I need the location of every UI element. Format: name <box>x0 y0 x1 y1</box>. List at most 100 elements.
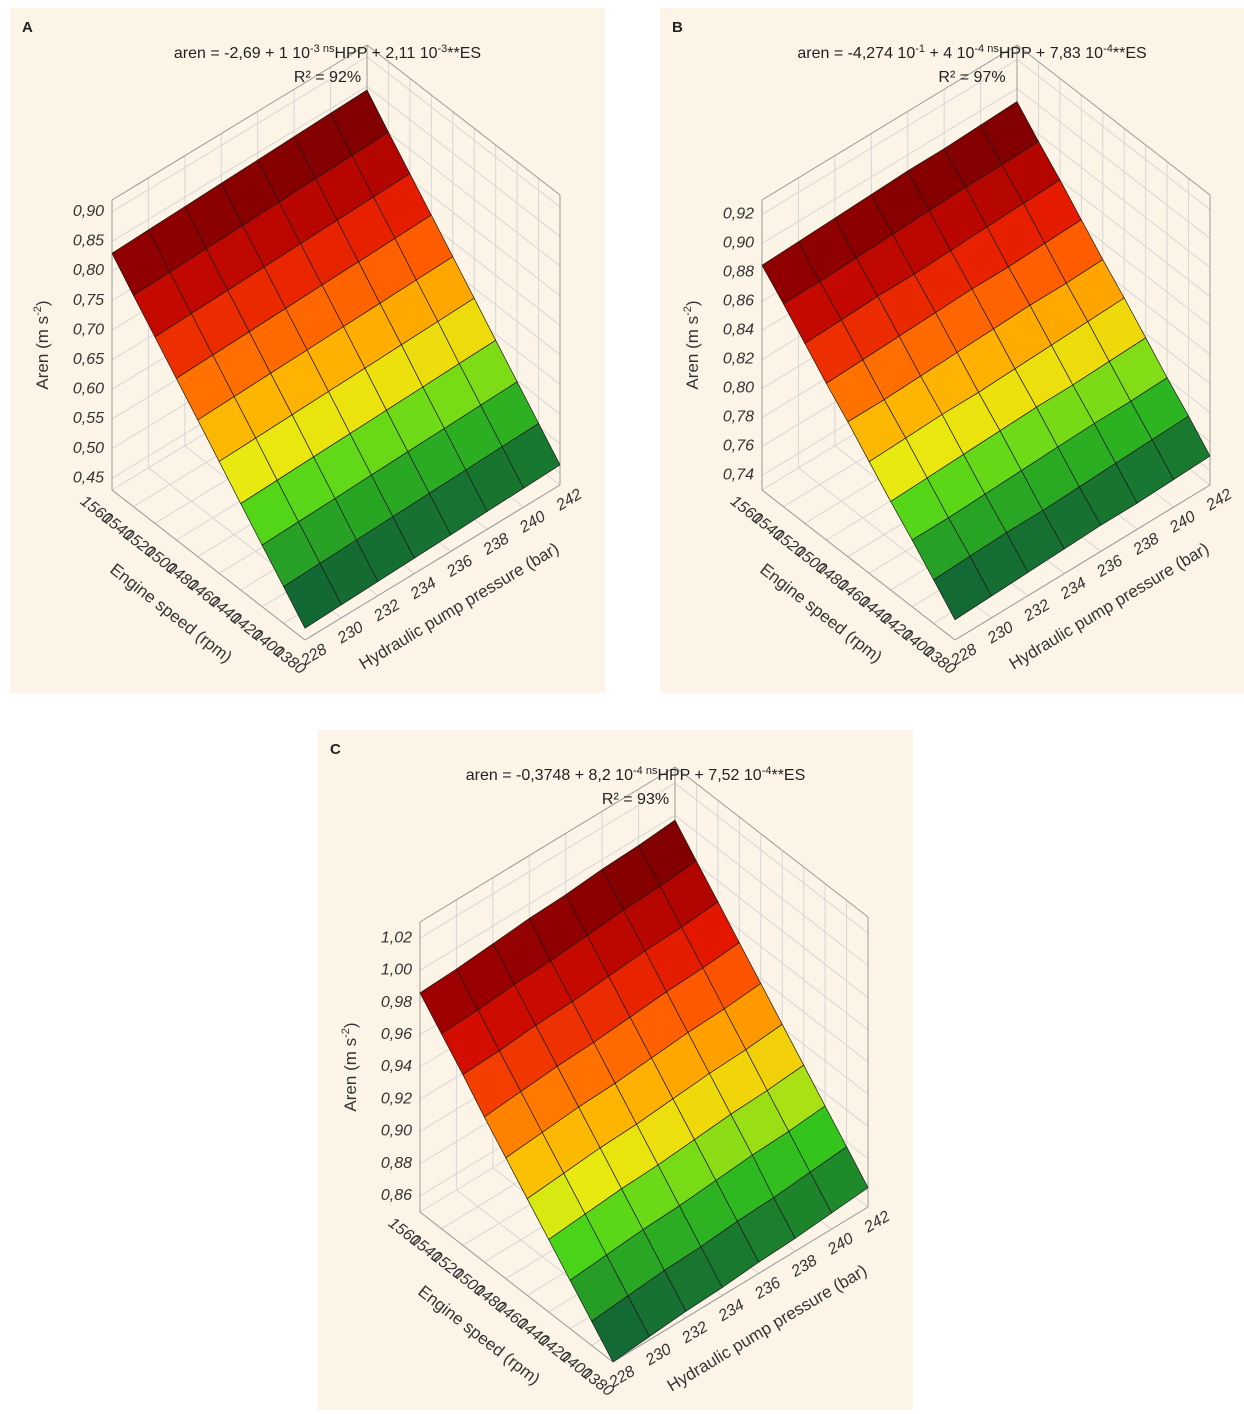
z-tick-label: 0,82 <box>723 351 754 368</box>
z-tick-label: 0,88 <box>723 264 754 281</box>
z-tick-label: 0,86 <box>723 293 754 310</box>
axis-line <box>612 1206 869 1363</box>
axis-line <box>954 484 1211 641</box>
z-axis-title-part: -2 <box>32 306 44 316</box>
chart-title-part: -1 <box>915 43 925 55</box>
panel: 0,45 0,50 0,55 0,60 0,65 0,70 0,75 0,80 0,85 0,90… <box>10 8 605 693</box>
axis-line <box>111 489 306 641</box>
z-tick-label: 0,85 <box>73 233 104 250</box>
axis-line <box>761 44 1018 201</box>
z-tick-label: 0,98 <box>381 994 412 1011</box>
z-tick-label: 1,00 <box>381 962 412 979</box>
z-axis-title-part: Aren (m s <box>683 316 702 390</box>
z-tick-label: 0,78 <box>723 409 754 426</box>
z-axis-title-part: ) <box>683 300 702 306</box>
axis-line <box>111 44 368 201</box>
chart-subtitle: R² = 97% <box>938 69 1005 86</box>
panel-label: A <box>22 19 33 36</box>
chart-title-part: **ES <box>1113 45 1147 62</box>
z-tick-label: 0,50 <box>73 440 104 457</box>
z-tick-label: 0,75 <box>73 292 104 309</box>
z-tick-label: 0,86 <box>381 1187 412 1204</box>
z-axis-title: Aren (m s-2) <box>682 300 703 389</box>
grid-line <box>1016 88 1211 239</box>
grid-line <box>111 56 368 213</box>
chart-title-part: -4 ns <box>974 43 999 55</box>
chart-title: aren = -0,3748 + 8,2 10-4 nsHPP + 7,52 1… <box>466 765 806 784</box>
surface-cell <box>591 1295 650 1363</box>
z-tick-label: 0,92 <box>381 1090 412 1107</box>
chart-title-part: -3 <box>438 43 448 55</box>
panel: 0,74 0,76 0,78 0,80 0,82 0,84 0,86 0,88 0,90 0,92… <box>660 8 1244 693</box>
grid-line <box>366 86 561 237</box>
grid-line <box>366 115 561 267</box>
z-tick-label: 0,76 <box>723 438 754 455</box>
z-axis-title-part: Aren (m s <box>341 1038 360 1112</box>
grid-line <box>1016 117 1211 268</box>
chart-title-part: -4 <box>762 765 772 777</box>
grid-line <box>1016 59 1211 210</box>
grid-line <box>761 88 1018 244</box>
z-tick-label: 0,90 <box>381 1123 412 1140</box>
z-tick-label: 1,02 <box>381 929 412 946</box>
axis-line <box>366 44 561 196</box>
panel: 0,860,880,900,920,940,960,981,001,022282… <box>318 730 913 1410</box>
chart-title-part: aren = -2,69 + 1 10 <box>174 45 310 62</box>
grid-line <box>674 814 869 966</box>
chart-title-part: **ES <box>771 767 805 784</box>
panel-label: C <box>330 741 341 758</box>
axis-line <box>761 489 956 641</box>
z-tick-label: 0,45 <box>73 469 104 486</box>
grid-line <box>674 847 869 998</box>
z-tick-label: 0,96 <box>381 1026 412 1043</box>
grid-line <box>674 782 869 934</box>
z-tick-label: 0,90 <box>73 203 104 220</box>
chart-title-part: HPP + 2,11 10 <box>334 45 437 62</box>
chart-title-part: aren = -0,3748 + 8,2 10 <box>466 767 633 784</box>
z-tick-label: 0,60 <box>73 381 104 398</box>
axis-line <box>419 1211 614 1363</box>
chart-title-part: **ES <box>447 45 481 62</box>
z-tick-label: 0,80 <box>73 262 104 279</box>
chart-title-part: -3 ns <box>310 43 335 55</box>
z-tick-label: 0,94 <box>381 1058 412 1075</box>
surface-cell <box>933 555 992 621</box>
z-tick-label: 0,88 <box>381 1155 412 1172</box>
z-tick-label: 0,90 <box>723 235 754 252</box>
chart-title-part: + 4 10 <box>925 45 974 62</box>
z-tick-label: 0,55 <box>73 410 104 427</box>
grid-line <box>419 782 676 939</box>
z-axis-title-part: ) <box>341 1022 360 1028</box>
z-axis-title-part: -2 <box>682 306 694 316</box>
chart-title-part: -4 ns <box>633 765 658 777</box>
grid-line <box>366 56 561 208</box>
grid-line <box>419 814 676 971</box>
z-axis-title-part: -2 <box>340 1028 352 1038</box>
z-tick-label: 0,80 <box>723 380 754 397</box>
chart-title-part: -4 <box>1103 43 1113 55</box>
grid-line <box>761 59 1018 215</box>
chart-title-part: aren = -4,274 10 <box>797 45 915 62</box>
z-axis-title-part: Aren (m s <box>33 316 52 390</box>
z-tick-label: 0,92 <box>723 206 754 223</box>
z-tick-label: 0,65 <box>73 351 104 368</box>
chart-title: aren = -4,274 10-1 + 4 10-4 nsHPP + 7,83… <box>797 43 1146 62</box>
z-axis-title: Aren (m s-2) <box>340 1022 361 1111</box>
panel-label: B <box>672 19 683 36</box>
axis-line <box>304 484 561 641</box>
axis-line <box>1016 44 1211 196</box>
axis-line <box>674 766 869 918</box>
surface-cell <box>283 562 342 629</box>
z-tick-label: 0,84 <box>723 322 754 339</box>
chart-title-part: HPP + 7,52 10 <box>657 767 761 784</box>
z-axis-title-part: ) <box>33 300 52 306</box>
chart-subtitle: R² = 92% <box>294 69 361 86</box>
z-axis-title: Aren (m s-2) <box>32 300 53 389</box>
z-tick-label: 0,74 <box>723 467 754 484</box>
axis-line <box>419 766 676 923</box>
chart-title: aren = -2,69 + 1 10-3 nsHPP + 2,11 10-3*… <box>174 43 481 62</box>
z-tick-label: 0,70 <box>73 321 104 338</box>
chart-subtitle: R² = 93% <box>602 791 669 808</box>
